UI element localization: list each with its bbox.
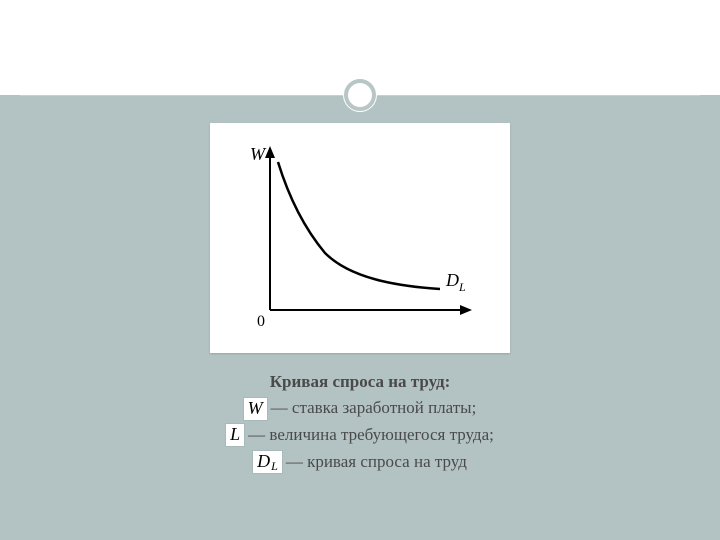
chart-container: W 0 DL: [210, 123, 510, 353]
symbol-l: L: [226, 424, 244, 446]
legend-text: — ставка заработной платы;: [271, 395, 477, 421]
legend-text: — кривая спроса на труд: [286, 449, 467, 475]
caption-title: Кривая спроса на труд:: [0, 369, 720, 395]
symbol-dl: DL: [253, 451, 282, 473]
demand-curve-chart: W 0 DL: [230, 138, 490, 338]
legend-row: W — ставка заработной платы;: [244, 395, 477, 421]
slide: W 0 DL Кривая спроса на труд: W — ставка…: [0, 0, 720, 540]
content-area: W 0 DL Кривая спроса на труд: W — ставка…: [0, 95, 720, 540]
symbol-w: W: [244, 398, 267, 420]
curve-label: DL: [445, 270, 466, 294]
legend-row: L — величина требующегося труда;: [226, 422, 494, 448]
legend-row: DL — кривая спроса на труд: [253, 449, 467, 475]
caption-block: Кривая спроса на труд: W — ставка зарабо…: [0, 369, 720, 475]
legend-text: — величина требующегося труда;: [248, 422, 494, 448]
decorative-ring-icon: [342, 77, 378, 113]
origin-label: 0: [257, 313, 265, 330]
y-axis-label: W: [250, 144, 267, 164]
